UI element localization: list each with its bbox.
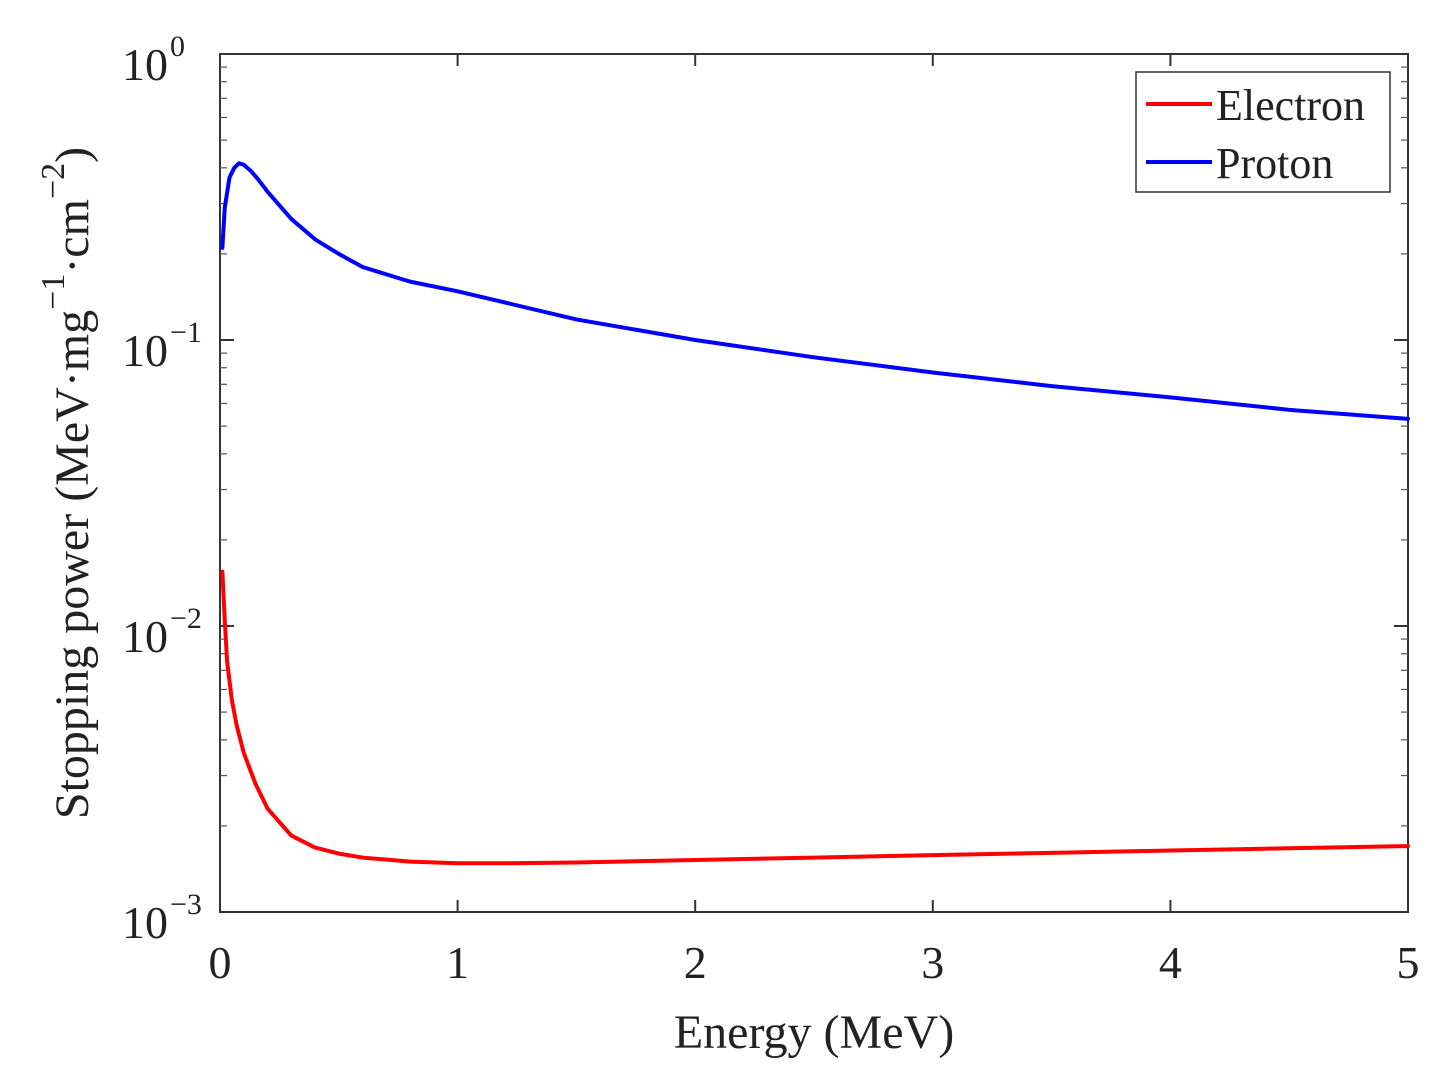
- y-axis-label-exp2: −2: [35, 163, 72, 199]
- y-tick-exponent-3: 0: [170, 30, 185, 63]
- legend: Electron Proton: [1135, 71, 1391, 193]
- series-line-electron: [220, 569, 1410, 866]
- x-tick-label-0: 0: [209, 937, 232, 988]
- y-axis-label-prefix: Stopping power (MeV·mg: [46, 310, 99, 819]
- legend-label-proton: Proton: [1216, 139, 1333, 188]
- x-axis-ticks: 0 1 2 3 4 5: [209, 54, 1420, 988]
- x-tick-label-1: 1: [446, 937, 469, 988]
- y-tick-label-0: 10: [122, 897, 168, 948]
- y-tick-label-3: 10: [122, 39, 168, 90]
- series-line-proton: [220, 161, 1410, 421]
- x-tick-label-3: 3: [921, 937, 944, 988]
- y-axis-label-suffix: ): [46, 147, 99, 163]
- legend-label-electron: Electron: [1216, 81, 1365, 130]
- y-tick-label-2: 10: [122, 325, 168, 376]
- x-tick-label-4: 4: [1159, 937, 1182, 988]
- x-tick-label-5: 5: [1397, 937, 1420, 988]
- y-tick-exponent-1: −2: [170, 602, 202, 635]
- y-tick-label-1: 10: [122, 611, 168, 662]
- y-axis-label: Stopping power (MeV·mg−1·cm−2): [35, 147, 99, 819]
- plot-area-frame: [219, 53, 1409, 913]
- x-tick-label-2: 2: [684, 937, 707, 988]
- y-axis-label-exp1: −1: [35, 274, 72, 310]
- x-axis-label: Energy (MeV): [674, 1006, 954, 1059]
- legend-box: [1135, 71, 1391, 193]
- y-tick-exponent-0: −3: [170, 888, 202, 921]
- y-axis-label-middle: ·cm: [46, 199, 99, 274]
- series-lines: [220, 161, 1410, 866]
- y-tick-exponent-2: −1: [170, 316, 202, 349]
